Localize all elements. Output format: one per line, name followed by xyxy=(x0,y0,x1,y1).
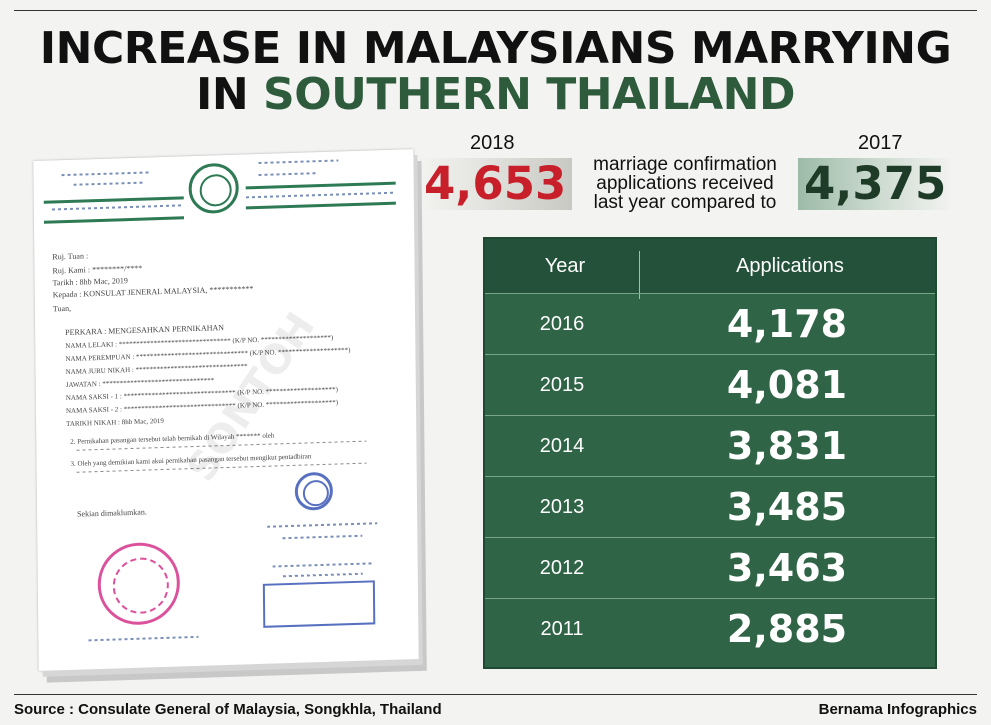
year-2017-label: 2017 xyxy=(858,132,903,154)
source-note: Source : Consulate General of Malaysia, … xyxy=(14,701,442,718)
value-2018: 4,653 xyxy=(418,158,573,210)
emblem-icon xyxy=(188,162,239,215)
row-year: 2015 xyxy=(539,374,585,396)
header-divider xyxy=(639,251,640,299)
table-row: 2011 2,885 xyxy=(485,598,935,660)
comparison-text-line: marriage confirmation xyxy=(593,154,777,175)
doc-line: Ruj. Tuan : xyxy=(52,251,89,262)
value-2017: 4,375 xyxy=(798,158,953,210)
signature-box xyxy=(262,580,376,628)
comparison-text: marriage confirmation applications recei… xyxy=(582,155,788,212)
doc-line: Tarikh : 8hb Mac, 2019 xyxy=(52,276,128,288)
credit: Bernama Infographics xyxy=(818,701,977,718)
title-line-2: IN SOUTHERN THAILAND xyxy=(0,72,991,118)
applications-table: Year Applications 2016 4,178 2015 4,081 … xyxy=(483,237,937,669)
comparison-text-line: applications received xyxy=(596,173,774,194)
row-applications: 4,178 xyxy=(726,302,848,346)
row-applications: 3,463 xyxy=(726,546,848,590)
table-row: 2016 4,178 xyxy=(485,293,935,355)
doc-line: PERKARA : MENGESAHKAN PERNIKAHAN xyxy=(65,323,225,338)
seal-icon xyxy=(294,471,334,511)
doc-line: JAWATAN : ******************************… xyxy=(65,376,215,390)
doc-line: Ruj. Kami : ********/**** xyxy=(52,263,143,276)
doc-line: NAMA SAKSI - 2 : ***********************… xyxy=(65,398,339,416)
doc-line: TARIKH NIKAH : 8hb Mac, 2019 xyxy=(66,416,164,429)
title-line-1: INCREASE IN MALAYSIANS MARRYING xyxy=(39,23,952,74)
letter-paper: Ruj. Tuan : Ruj. Kami : ********/**** Ta… xyxy=(33,149,419,671)
row-applications: 4,081 xyxy=(726,363,848,407)
table-header: Year Applications xyxy=(485,239,935,293)
document-illustration: Ruj. Tuan : Ruj. Kami : ********/**** Ta… xyxy=(33,149,419,671)
doc-line: NAMA JURU NIKAH : **********************… xyxy=(65,362,248,377)
table-row: 2013 3,485 xyxy=(485,476,935,538)
row-applications: 3,485 xyxy=(726,485,848,529)
header-applications: Applications xyxy=(736,255,844,277)
row-year: 2014 xyxy=(539,435,585,457)
table-row: 2012 3,463 xyxy=(485,537,935,599)
row-year: 2011 xyxy=(540,618,584,640)
top-rule xyxy=(14,10,977,11)
title-line-2-prefix: IN xyxy=(196,69,264,120)
doc-line: Sekian dimaklumkan. xyxy=(77,507,147,519)
title-highlight: SOUTHERN THAILAND xyxy=(263,69,795,120)
row-applications: 2,885 xyxy=(726,607,848,651)
row-year: 2012 xyxy=(539,557,585,579)
row-year: 2013 xyxy=(539,496,585,518)
row-year: 2016 xyxy=(539,313,585,335)
bottom-rule xyxy=(14,694,977,695)
row-applications: 3,831 xyxy=(726,424,848,468)
stamp-icon xyxy=(97,541,181,627)
header-year: Year xyxy=(544,255,586,277)
year-2018-label: 2018 xyxy=(470,132,515,154)
comparison-text-line: last year compared to xyxy=(593,192,777,213)
table-row: 2015 4,081 xyxy=(485,354,935,416)
page-title: INCREASE IN MALAYSIANS MARRYING IN SOUTH… xyxy=(0,26,991,118)
doc-line: Tuan, xyxy=(52,303,72,314)
table-row: 2014 3,831 xyxy=(485,415,935,477)
